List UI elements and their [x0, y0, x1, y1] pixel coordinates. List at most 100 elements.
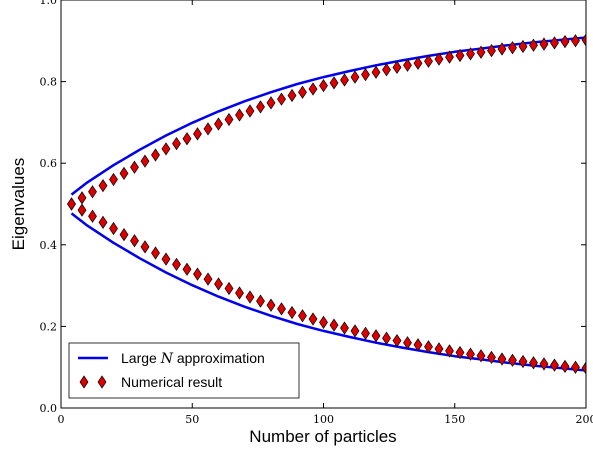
numerical-point	[550, 358, 559, 372]
numerical-point	[151, 148, 160, 162]
legend-diamond-swatch-2	[97, 375, 107, 389]
numerical-point	[382, 63, 391, 77]
numerical-point	[340, 73, 349, 87]
numerical-point	[361, 68, 370, 82]
numerical-point	[182, 262, 192, 276]
numerical-point	[581, 33, 586, 47]
numerical-point	[371, 329, 381, 343]
numerical-point	[277, 92, 286, 106]
numerical-point	[529, 38, 538, 52]
numerical-point	[172, 257, 181, 272]
numerical-point	[361, 326, 370, 340]
numerical-point	[245, 290, 255, 304]
numerical-point	[529, 356, 538, 370]
numerical-point	[434, 342, 444, 356]
numerical-point	[308, 312, 318, 326]
numerical-point	[539, 357, 549, 371]
numerical-point	[550, 36, 559, 50]
numerical-point	[77, 203, 87, 217]
numerical-point	[571, 34, 580, 48]
y-tick-label: 0.8	[40, 76, 58, 89]
numerical-point	[424, 54, 433, 68]
numerical-point	[266, 96, 276, 110]
numerical-point	[256, 100, 265, 114]
numerical-point	[403, 58, 412, 72]
y-tick-label: 0.0	[40, 402, 58, 415]
numerical-point	[424, 340, 433, 354]
numerical-point	[487, 43, 496, 58]
numerical-point	[224, 281, 234, 296]
numerical-point	[518, 354, 528, 369]
numerical-point	[88, 209, 97, 223]
numerical-point	[151, 246, 160, 260]
numerical-point	[109, 172, 118, 187]
numerical-point	[392, 334, 402, 348]
numerical-point	[109, 221, 118, 236]
x-tick-label: 200	[576, 413, 593, 426]
legend-label-approximation: Large N approximation	[121, 350, 265, 367]
numerical-point	[382, 331, 391, 345]
approximation-line	[70, 36, 586, 196]
numerical-point	[466, 47, 475, 61]
numerical-point	[140, 240, 150, 254]
numerical-point	[256, 294, 265, 308]
legend-label-numerical: Numerical result	[121, 374, 222, 390]
numerical-point	[350, 70, 360, 84]
numerical-point	[508, 41, 517, 55]
numerical-point	[287, 305, 297, 320]
y-axis-title: Eigenvalues	[9, 158, 28, 251]
numerical-point	[287, 88, 297, 103]
plot-area	[61, 0, 586, 408]
numerical-point	[140, 154, 150, 168]
numerical-point	[161, 252, 171, 266]
numerical-point	[308, 82, 318, 96]
numerical-point	[403, 336, 412, 350]
numerical-point	[235, 108, 244, 122]
y-tick-label: 1.0	[40, 0, 58, 7]
numerical-point	[455, 48, 465, 63]
numerical-point	[445, 344, 454, 358]
numerical-point	[172, 136, 181, 151]
numerical-point	[487, 350, 496, 365]
numerical-point	[476, 349, 486, 363]
approximation-line	[70, 212, 586, 372]
numerical-point	[182, 132, 192, 146]
numerical-point	[98, 179, 108, 193]
numerical-point	[560, 34, 570, 49]
numerical-point	[466, 347, 475, 361]
numerical-point	[371, 65, 381, 79]
numerical-point	[88, 185, 97, 199]
numerical-point	[130, 234, 139, 248]
numerical-point	[508, 353, 517, 367]
x-tick-label: 150	[444, 413, 465, 426]
y-tick-label: 0.2	[40, 320, 58, 333]
numerical-point	[266, 298, 276, 312]
numerical-point	[67, 197, 76, 211]
numerical-point	[497, 352, 507, 366]
numerical-point	[161, 142, 171, 156]
numerical-point	[98, 215, 108, 229]
numerical-point	[319, 79, 328, 93]
numerical-point	[245, 104, 255, 118]
y-tick-label: 0.6	[40, 157, 58, 170]
numerical-point	[518, 39, 528, 54]
numerical-point	[329, 318, 339, 332]
numerical-point	[203, 122, 213, 136]
numerical-point	[119, 166, 129, 181]
legend-approx-prefix: Large	[121, 350, 161, 366]
legend: Large N approximation Numerical result	[68, 342, 300, 399]
numerical-point	[455, 345, 465, 360]
numerical-point	[434, 52, 444, 66]
x-tick-label: 100	[313, 413, 334, 426]
numerical-point	[476, 45, 486, 59]
numerical-point	[392, 60, 402, 74]
numerical-point	[340, 321, 349, 335]
numerical-point	[298, 309, 307, 323]
legend-diamond-swatch-1	[79, 375, 89, 389]
numerical-point	[214, 277, 223, 291]
numerical-point	[119, 227, 129, 242]
numerical-point	[193, 127, 202, 141]
numerical-point	[571, 360, 580, 374]
numerical-point	[539, 37, 549, 51]
numerical-point	[560, 359, 570, 374]
